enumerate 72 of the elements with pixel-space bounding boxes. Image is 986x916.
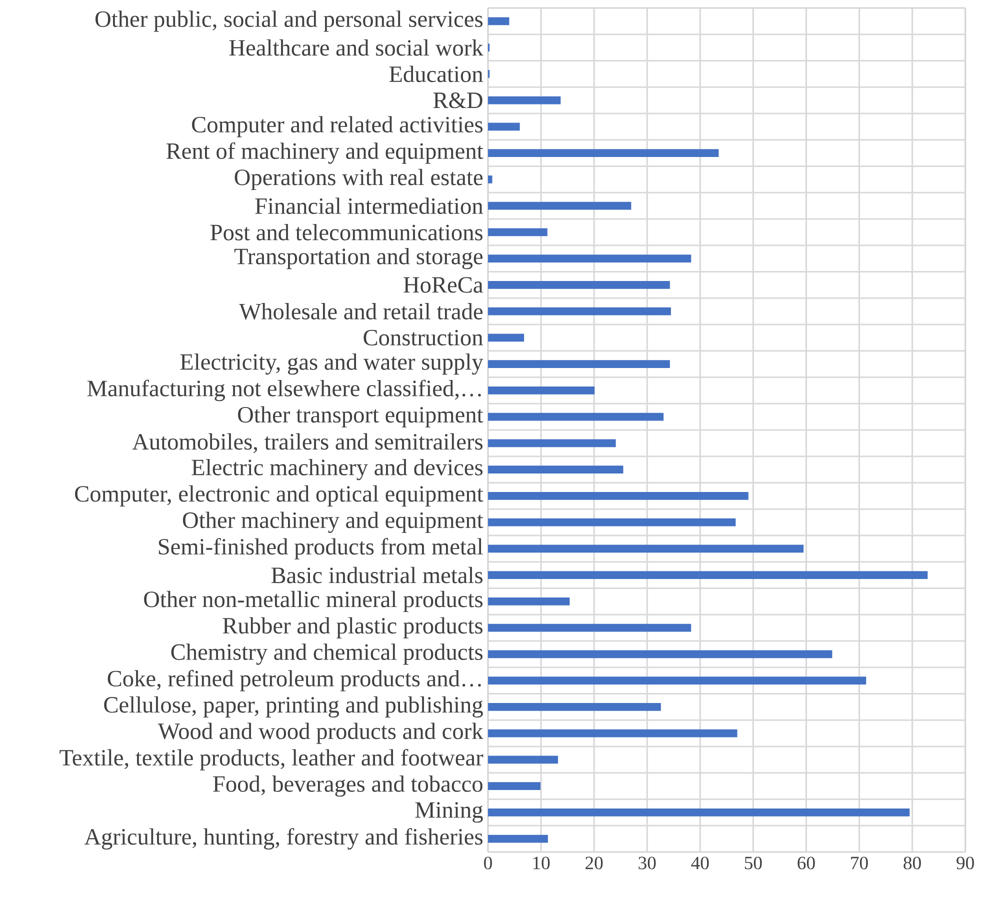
bar [488, 834, 548, 843]
bar [488, 122, 520, 131]
bar [488, 676, 866, 685]
bar [488, 782, 540, 790]
y-tick-label: Agriculture, hunting, forestry and fisheries [84, 828, 482, 850]
y-tick-label: Semi-finished products from metal [158, 538, 483, 560]
bar [488, 756, 558, 764]
y-tick-label: Education [389, 66, 483, 82]
x-tick-label: 90 [956, 856, 974, 870]
y-tick-label: Manufacturing not elsewhere classified,… [87, 380, 481, 402]
y-tick-label: Healthcare and social work [229, 39, 484, 56]
x-tick-label: 80 [904, 856, 921, 870]
bar [488, 96, 561, 104]
bar [488, 466, 624, 474]
bar [488, 702, 661, 711]
y-tick-label: Other non-metallic mineral products [144, 590, 482, 612]
y-tick-label: Electric machinery and devices [192, 458, 483, 480]
x-tick-label: 40 [691, 856, 709, 870]
y-tick-label: Rent of machinery and equipment [166, 142, 484, 164]
x-tick-label: 0 [484, 856, 492, 870]
y-tick-label: Other transport equipment [238, 406, 484, 428]
y-tick-label: Wholesale and retail trade [239, 303, 483, 320]
bar [488, 729, 738, 738]
bar [488, 808, 910, 816]
y-tick-label: Transportation and storage [234, 248, 482, 270]
bar [488, 307, 671, 316]
bar [488, 175, 492, 184]
x-tick-label: 20 [586, 856, 603, 870]
y-tick-label: Rubber and plastic products [222, 617, 482, 638]
y-tick-label: Construction [364, 330, 483, 346]
y-tick-label: Post and telecommunications [210, 224, 482, 240]
bar [488, 518, 736, 526]
x-tick-label: 30 [638, 856, 656, 870]
bar [488, 597, 570, 606]
y-tick-label: Operations with real estate [234, 168, 483, 190]
y-tick-label: Computer, electronic and optical equipment [75, 485, 484, 507]
x-tick-label: 10 [533, 856, 550, 870]
bar [488, 571, 928, 580]
x-tick-label: 50 [744, 856, 762, 870]
bar [488, 334, 524, 342]
bar [488, 412, 664, 421]
bar [488, 544, 804, 553]
y-tick-label: Cellulose, paper, printing and publishing [104, 696, 483, 718]
y-tick-label: R&D [433, 92, 482, 108]
y-tick-label: Textile, textile products, leather and footwear [60, 748, 484, 770]
y-tick-label: Financial intermediation [255, 198, 483, 214]
y-tick-label: Basic industrial metals [271, 566, 482, 584]
y-tick-label: Electricity, gas and water supply [180, 353, 484, 375]
y-tick-label: Food, beverages and tobacco [213, 775, 482, 797]
bar [488, 254, 692, 263]
bar [488, 624, 692, 632]
y-tick-label: Mining [415, 802, 483, 823]
x-tick-label: 60 [798, 856, 815, 870]
y-tick-label: Automobiles, trailers and semitrailers [132, 433, 482, 454]
bar [488, 17, 510, 26]
y-tick-label: Computer and related activities [192, 116, 483, 138]
y-tick-label: Coke, refined petroleum products and… [108, 670, 481, 692]
bar [488, 202, 632, 210]
bar [488, 492, 748, 500]
y-tick-label: Chemistry and chemical products [171, 644, 482, 665]
bar [488, 386, 595, 394]
y-tick-label: Other machinery and equipment [182, 512, 484, 533]
bar [488, 228, 548, 236]
bar [488, 439, 616, 448]
bar [488, 650, 832, 658]
bar [488, 280, 670, 289]
bar [488, 360, 670, 368]
y-tick-label: Wood and wood products and cork [158, 722, 484, 744]
y-tick-label: HoReCa [404, 277, 483, 293]
y-tick-label: Other public, social and personal services [95, 10, 482, 32]
bar [488, 149, 719, 158]
x-tick-label: 70 [851, 856, 868, 870]
